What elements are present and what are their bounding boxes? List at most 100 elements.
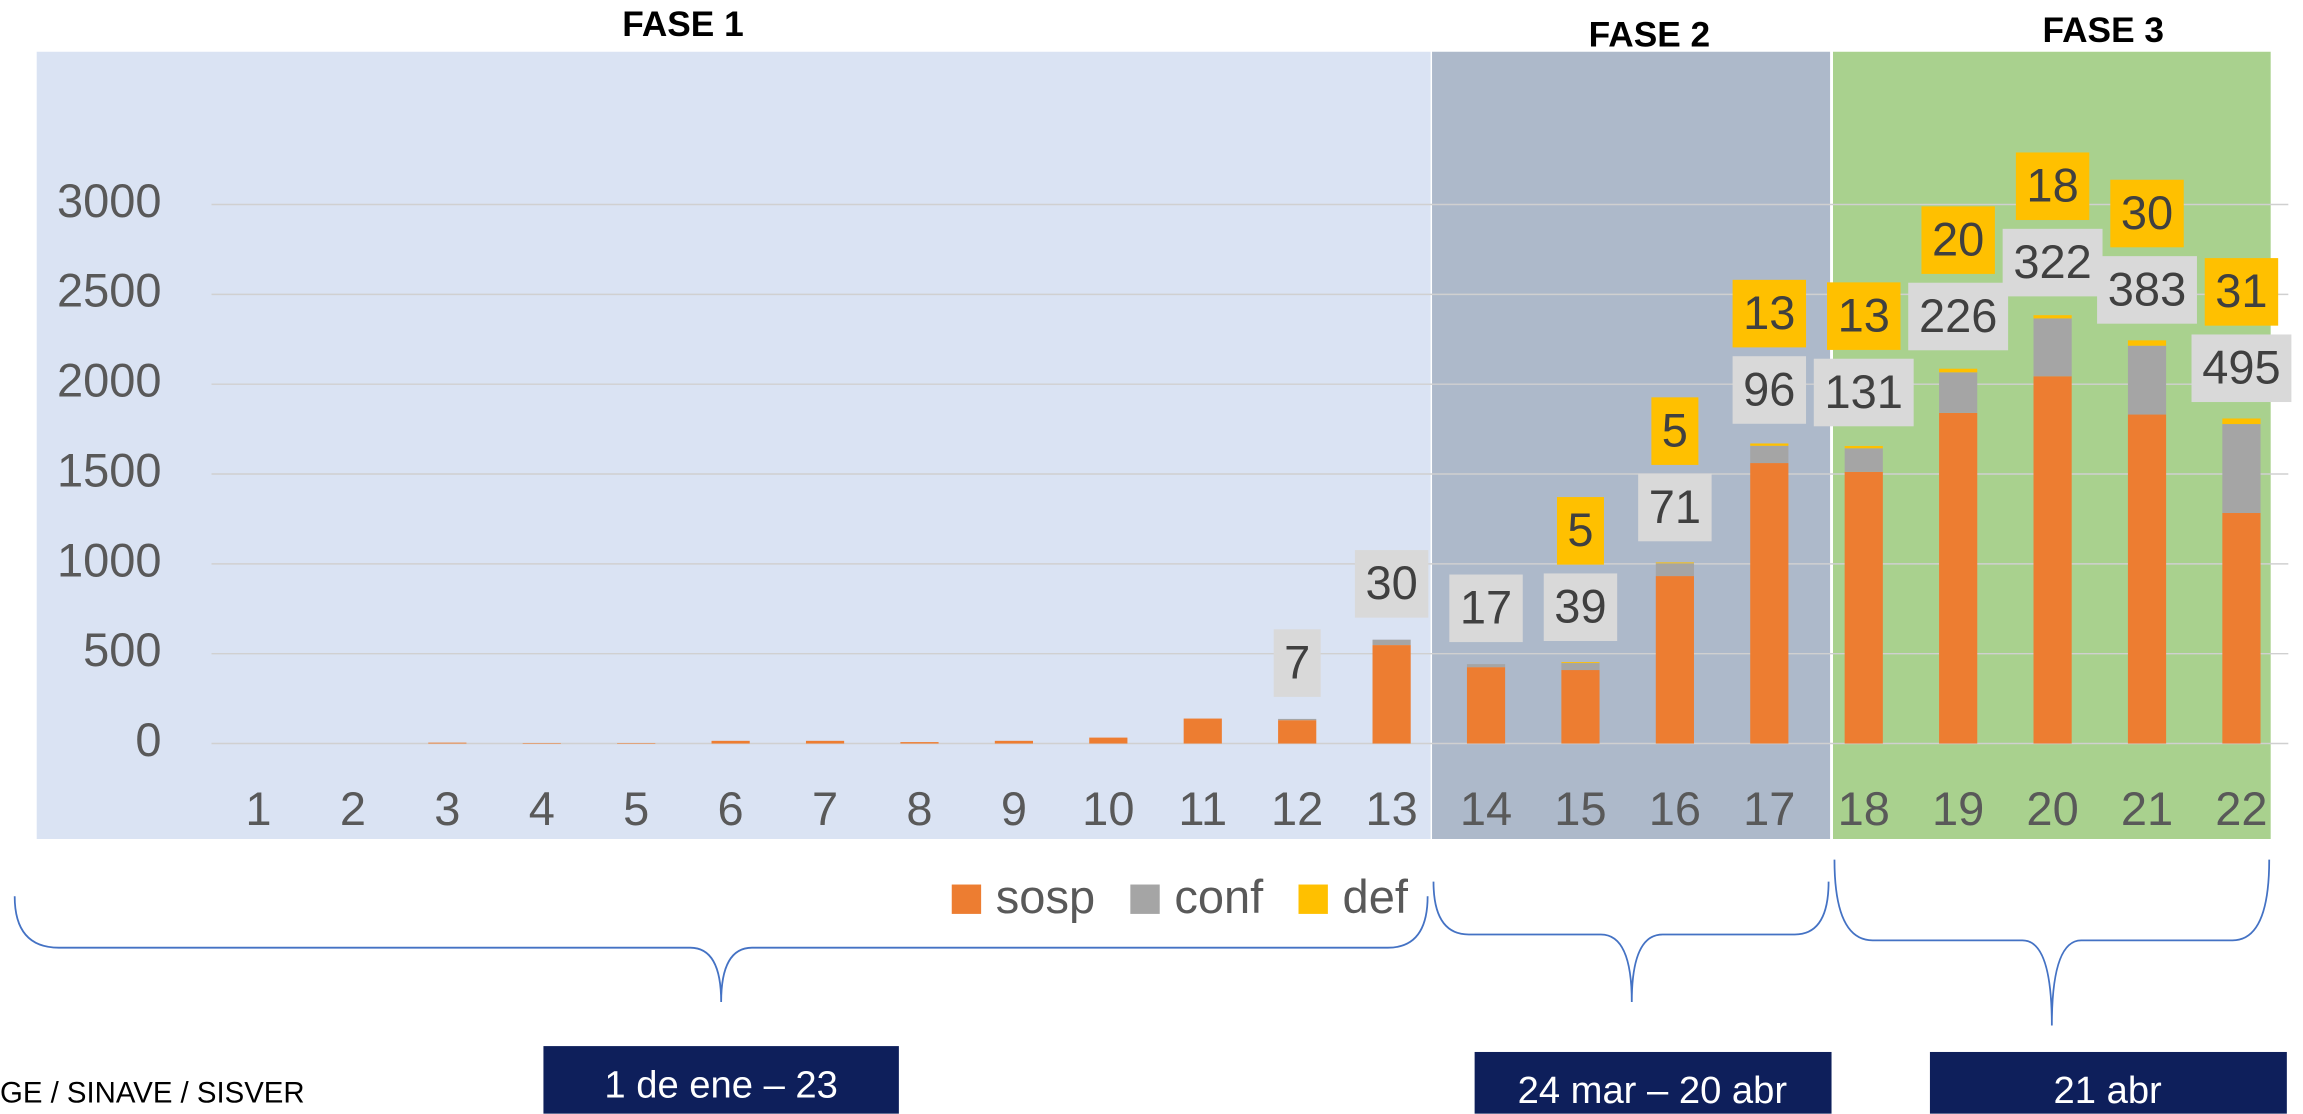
y-tick-label: 500 xyxy=(83,623,161,676)
bar-segment xyxy=(1939,368,1978,373)
y-tick-label: 3000 xyxy=(57,174,162,227)
bar-segment xyxy=(428,742,467,744)
data-label-box xyxy=(1273,629,1321,697)
x-tick-label: 4 xyxy=(529,782,555,835)
x-tick-label: 18 xyxy=(1838,782,1890,835)
data-label: 31 xyxy=(2215,264,2267,317)
bar-segment xyxy=(1278,720,1317,744)
bar-segment xyxy=(1183,718,1222,744)
bar-segment xyxy=(2222,513,2261,744)
data-label: 96 xyxy=(1743,362,1795,415)
data-label: 18 xyxy=(2026,159,2078,212)
bar-segment xyxy=(2127,345,2167,415)
bar-segment xyxy=(2033,376,2072,744)
x-tick-label: 11 xyxy=(1178,782,1227,835)
bar-segment xyxy=(1844,448,1883,472)
bar-segment xyxy=(1750,463,1789,744)
data-label-box xyxy=(1651,397,1699,465)
data-label-box xyxy=(1732,279,1807,348)
bar-segment xyxy=(1750,445,1789,464)
x-tick-label: 5 xyxy=(623,782,649,835)
data-label: 383 xyxy=(2108,262,2186,315)
phase-1-background xyxy=(36,51,1431,839)
x-tick-label: 19 xyxy=(1932,782,1984,835)
data-label-box xyxy=(1827,282,1901,350)
data-label: 71 xyxy=(1649,480,1701,533)
data-label-box xyxy=(2204,258,2279,326)
y-tick-label: 2000 xyxy=(57,354,162,407)
brace xyxy=(13,896,1429,1003)
bar-segment xyxy=(1561,662,1600,664)
legend-label: sosp xyxy=(996,870,1095,923)
y-tick-label: 1500 xyxy=(57,443,162,496)
bar-segment xyxy=(2033,315,2072,319)
x-tick-label: 22 xyxy=(2215,782,2267,835)
legend-label: conf xyxy=(1174,870,1264,923)
x-tick-label: 20 xyxy=(2026,782,2078,835)
x-tick-label: 6 xyxy=(718,782,744,835)
date-label: 24 mar – 20 abr xyxy=(1518,1069,1788,1112)
bar-segment xyxy=(1939,372,1978,413)
x-tick-label: 12 xyxy=(1271,782,1323,835)
x-tick-label: 7 xyxy=(812,782,838,835)
data-label-box xyxy=(1449,574,1523,643)
data-label-box xyxy=(1732,356,1807,424)
bar-segment xyxy=(1655,563,1694,577)
bar-segment xyxy=(1561,670,1600,744)
data-label: 131 xyxy=(1825,365,1903,418)
data-label: 495 xyxy=(2202,341,2280,394)
source: GE / SINAVE / SISVER xyxy=(0,1076,305,1109)
bar-segment xyxy=(2033,318,2072,377)
x-tick-label: 10 xyxy=(1082,782,1134,835)
bar-segment xyxy=(1466,667,1506,744)
bar-segment xyxy=(2222,424,2261,514)
x-tick-label: 1 xyxy=(245,782,271,835)
data-label-box xyxy=(1813,358,1914,427)
bar-segment xyxy=(900,742,939,744)
data-label: 17 xyxy=(1460,581,1512,634)
bar-segment xyxy=(2222,418,2261,425)
bar-segment xyxy=(1372,645,1411,744)
y-tick-label: 2500 xyxy=(57,264,162,317)
bar-segment xyxy=(1372,639,1411,646)
data-label: 13 xyxy=(1743,286,1795,339)
data-label-box xyxy=(2002,228,2103,297)
x-tick-label: 3 xyxy=(434,782,460,835)
data-label-box xyxy=(1556,497,1604,565)
date-box xyxy=(543,1046,899,1114)
bar-segment xyxy=(1561,663,1600,671)
bar-segment xyxy=(1750,443,1789,446)
data-label-box xyxy=(2191,334,2292,403)
data-label: 39 xyxy=(1554,580,1606,633)
x-tick-label: 2 xyxy=(340,782,366,835)
bar-segment xyxy=(1655,576,1694,744)
bar-segment xyxy=(1278,718,1317,721)
x-tick-label: 9 xyxy=(1001,782,1027,835)
data-label-box xyxy=(1543,573,1618,642)
legend-swatch xyxy=(1130,884,1160,914)
data-label: 5 xyxy=(1662,403,1688,456)
x-tick-label: 21 xyxy=(2121,782,2173,835)
bar-segment xyxy=(1844,445,1883,449)
data-label-box xyxy=(1354,550,1429,618)
data-label-box xyxy=(1638,473,1712,542)
bar-segment xyxy=(994,740,1034,744)
bar-segment xyxy=(1466,664,1506,668)
legend-swatch xyxy=(951,884,982,914)
data-label: 30 xyxy=(1365,556,1417,609)
bar-segment xyxy=(2127,414,2167,744)
date-label: 21 abr xyxy=(2054,1069,2163,1112)
bar-segment xyxy=(2127,340,2167,346)
date-box xyxy=(1474,1051,1832,1114)
data-label: 30 xyxy=(2121,186,2173,239)
bar-segment xyxy=(805,740,845,744)
bar-segment xyxy=(1089,737,1128,744)
data-label: 13 xyxy=(1838,288,1890,341)
date-box xyxy=(1929,1051,2287,1114)
phase-title: FASE 1 xyxy=(622,5,743,44)
data-label-box xyxy=(2110,179,2184,248)
data-label-box xyxy=(1908,282,2009,351)
data-label: 226 xyxy=(1919,289,1997,342)
data-label: 322 xyxy=(2013,235,2091,288)
